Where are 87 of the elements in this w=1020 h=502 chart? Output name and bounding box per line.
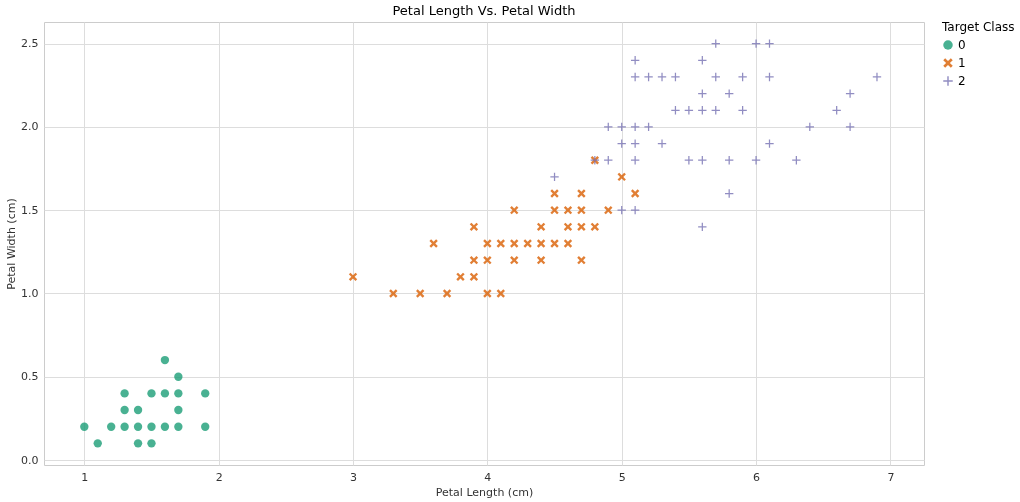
point	[684, 106, 694, 115]
legend-label: 1	[958, 56, 966, 70]
point	[590, 222, 600, 232]
point	[845, 89, 855, 98]
point	[604, 206, 613, 215]
point	[536, 255, 546, 265]
point	[617, 122, 626, 132]
point	[577, 206, 586, 215]
point	[469, 255, 479, 265]
point	[201, 422, 210, 431]
point	[456, 272, 465, 281]
point	[510, 255, 519, 265]
point	[147, 422, 156, 431]
point	[174, 389, 183, 398]
x-tick-label: 2	[215, 470, 223, 484]
point	[174, 372, 183, 381]
point	[120, 405, 129, 415]
point	[845, 122, 855, 132]
y-tick-label: 2.0	[21, 120, 39, 134]
legend-label: 2	[958, 74, 966, 88]
point	[201, 389, 210, 398]
point	[442, 289, 452, 298]
point	[550, 172, 559, 182]
point	[174, 405, 183, 415]
x-tick-label: 3	[350, 470, 358, 484]
point	[348, 272, 358, 281]
point	[604, 122, 613, 132]
point	[93, 439, 102, 448]
point	[133, 405, 143, 415]
point	[510, 206, 519, 215]
point	[751, 156, 761, 165]
point	[147, 439, 156, 448]
legend-label: 0	[958, 38, 966, 52]
point	[120, 389, 129, 398]
point	[469, 222, 479, 232]
point	[550, 206, 559, 215]
point	[657, 139, 667, 148]
y-tick-label: 0.0	[21, 453, 39, 467]
chart-title: Petal Length Vs. Petal Width	[392, 3, 576, 18]
point	[630, 122, 640, 132]
point	[147, 389, 156, 398]
point	[536, 239, 546, 248]
point	[751, 39, 761, 48]
y-axis-title: Petal Width (cm)	[5, 198, 19, 290]
point	[872, 72, 882, 82]
point	[617, 172, 626, 182]
point	[563, 222, 573, 232]
y-tick-label: 2.5	[21, 37, 39, 51]
point	[577, 222, 586, 232]
point	[133, 439, 143, 448]
x-tick-label: 7	[887, 470, 895, 484]
y-tick-label: 1.0	[21, 286, 39, 300]
point	[738, 72, 747, 82]
point	[563, 206, 573, 215]
point	[577, 255, 586, 265]
y-tick-label: 0.5	[21, 370, 39, 384]
point	[160, 422, 170, 431]
point	[416, 289, 425, 298]
point	[684, 156, 694, 165]
x-axis-title: Petal Length (cm)	[435, 485, 534, 499]
point	[80, 422, 89, 431]
point	[174, 422, 183, 431]
x-tick-label: 1	[81, 470, 89, 484]
legend-title: Target Class	[941, 20, 1015, 34]
point	[536, 222, 546, 232]
x-tick-label: 5	[618, 470, 626, 484]
point	[644, 72, 653, 82]
point	[160, 355, 170, 365]
point	[711, 72, 720, 82]
y-tick-label: 1.5	[21, 203, 39, 217]
x-tick-label: 6	[753, 470, 761, 484]
point	[469, 272, 479, 281]
point	[120, 422, 129, 431]
point	[657, 72, 667, 82]
point	[563, 239, 573, 248]
point	[133, 422, 143, 431]
point	[496, 289, 505, 298]
point	[630, 189, 640, 198]
x-tick-label: 4	[484, 470, 492, 484]
point	[483, 255, 492, 265]
point	[671, 72, 680, 82]
point	[630, 72, 640, 82]
point	[805, 122, 814, 132]
point	[765, 72, 774, 82]
point	[106, 422, 116, 431]
point	[160, 389, 170, 398]
point	[644, 122, 653, 132]
